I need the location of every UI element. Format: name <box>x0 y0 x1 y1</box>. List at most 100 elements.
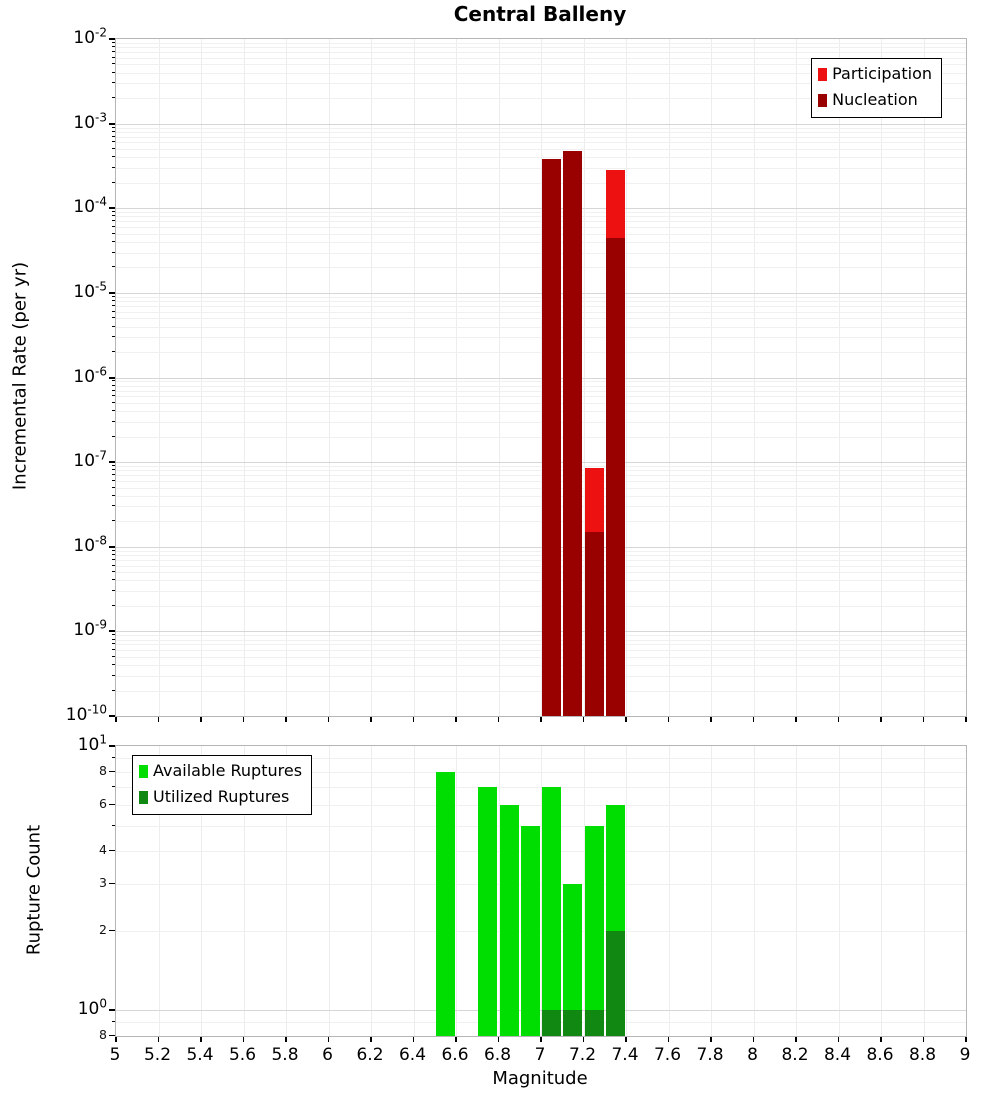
y-minor-tick-mark <box>112 220 115 222</box>
y-tick-label: 3 <box>99 875 107 891</box>
gridline <box>116 487 966 489</box>
x-tick-mark <box>455 717 457 722</box>
y-minor-tick-mark <box>112 384 115 386</box>
bar-utilized-ruptures <box>542 1010 562 1036</box>
gridline <box>116 311 966 313</box>
x-tick-mark <box>157 1037 159 1042</box>
y-tick-label: 8 <box>99 762 107 778</box>
legend: Available Ruptures Utilized Ruptures <box>132 755 313 815</box>
x-tick-mark <box>582 1037 584 1042</box>
gridline <box>116 296 966 298</box>
gridline <box>116 212 966 214</box>
gridline <box>583 746 585 1036</box>
gridline <box>116 402 966 404</box>
x-tick-mark <box>242 1037 244 1042</box>
y-minor-tick-mark <box>112 226 115 228</box>
gridline <box>116 252 966 254</box>
gridline <box>201 746 202 1036</box>
x-tick-mark <box>497 1037 499 1042</box>
x-tick-label: 6.4 <box>398 1045 427 1065</box>
gridline <box>116 377 966 379</box>
y-tick-label: 101 <box>77 732 107 755</box>
x-tick-mark <box>285 717 287 722</box>
gridline <box>116 462 966 464</box>
x-tick-label: 9 <box>959 1045 971 1065</box>
gridline <box>116 1010 966 1012</box>
y-minor-tick-mark <box>112 469 115 471</box>
x-tick-label: 6.2 <box>356 1045 384 1065</box>
y-tick-mark <box>109 630 115 633</box>
y-minor-tick-mark <box>112 604 115 606</box>
y-tick-mark <box>109 461 115 464</box>
bar-nucleation <box>542 159 562 716</box>
y-minor-tick-mark <box>112 689 115 691</box>
y-minor-tick-mark <box>112 643 115 645</box>
legend: Participation Nucleation <box>811 58 942 118</box>
gridline <box>116 98 966 100</box>
y-minor-tick-mark <box>112 785 115 787</box>
gridline <box>328 746 330 1036</box>
gridline <box>116 771 966 773</box>
y-minor-tick-mark <box>112 465 115 466</box>
gridline <box>116 326 966 328</box>
gridline <box>116 352 966 354</box>
y-minor-tick-mark <box>112 520 115 522</box>
gridline <box>923 746 925 1036</box>
y-tick-mark <box>109 745 115 747</box>
legend-item-available-ruptures: Available Ruptures <box>139 759 302 784</box>
gridline <box>711 746 712 1036</box>
y-minor-tick-mark <box>112 674 115 676</box>
y-tick-mark <box>109 545 115 548</box>
y-tick-mark <box>109 803 115 805</box>
x-tick-label: 8 <box>747 1045 758 1065</box>
bar-available-ruptures <box>478 786 498 1036</box>
y-minor-tick-mark <box>112 1021 115 1023</box>
y-tick-label: 4 <box>99 842 107 858</box>
gridline <box>116 301 966 303</box>
y-minor-tick-mark <box>112 46 115 48</box>
y-minor-tick-mark <box>112 351 115 353</box>
gridline <box>838 746 840 1036</box>
gridline <box>116 495 966 497</box>
gridline <box>116 650 966 652</box>
y-minor-tick-mark <box>112 97 115 99</box>
legend-item-nucleation: Nucleation <box>818 88 932 113</box>
y-minor-tick-mark <box>112 56 115 58</box>
legend-label: Participation <box>832 64 932 83</box>
y-minor-tick-mark <box>112 82 115 84</box>
x-tick-mark <box>370 717 372 722</box>
gridline <box>541 746 542 1036</box>
x-tick-mark <box>412 1037 414 1042</box>
x-tick-mark <box>667 717 669 722</box>
y-tick-mark <box>109 850 115 852</box>
gridline <box>116 635 966 637</box>
gridline <box>116 57 966 59</box>
y-minor-tick-mark <box>112 494 115 496</box>
y-minor-tick-mark <box>112 474 115 476</box>
x-tick-mark <box>540 717 542 722</box>
y-minor-tick-mark <box>112 649 115 651</box>
gridline <box>116 559 966 561</box>
x-tick-mark <box>157 717 159 722</box>
y-tick-mark <box>109 1035 115 1036</box>
gridline <box>116 64 966 66</box>
y-tick-mark <box>109 929 115 931</box>
gridline <box>116 227 966 229</box>
bar-utilized-ruptures <box>605 930 625 1036</box>
gridline <box>371 746 372 1036</box>
x-tick-mark <box>242 717 244 722</box>
y-minor-tick-mark <box>112 156 115 158</box>
bar-available-ruptures <box>563 884 583 1036</box>
bar-available-ruptures <box>499 804 519 1036</box>
y-minor-tick-mark <box>112 634 115 636</box>
y-minor-tick-mark <box>112 410 115 412</box>
legend-swatch-icon <box>818 67 828 81</box>
y-minor-tick-mark <box>112 130 115 132</box>
x-tick-mark <box>922 717 924 722</box>
x-tick-mark <box>837 1037 839 1042</box>
gridline <box>116 631 966 633</box>
gridline <box>116 470 966 472</box>
gridline <box>116 804 966 806</box>
gridline <box>116 381 966 383</box>
x-tick-mark <box>540 1037 542 1042</box>
